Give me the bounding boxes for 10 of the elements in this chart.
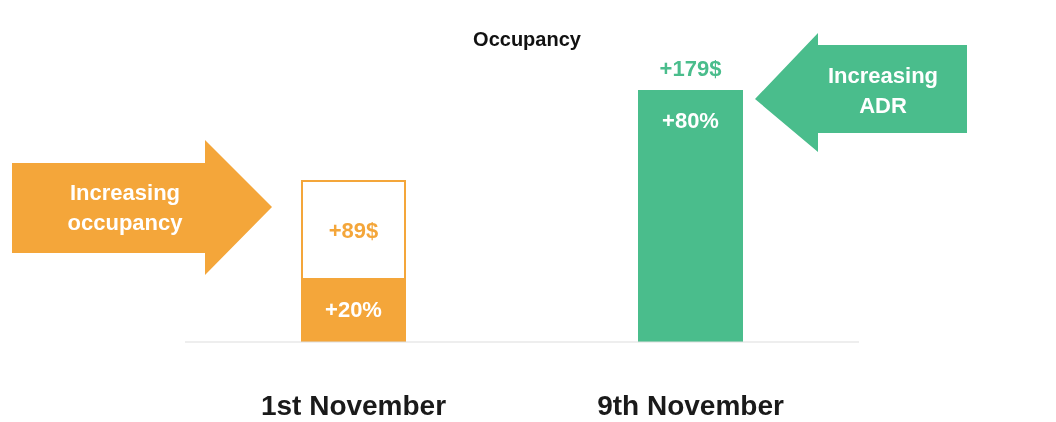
data-label: +20% xyxy=(325,297,382,322)
x-tick-label: 9th November xyxy=(597,389,784,421)
annotation: +89$ xyxy=(328,218,379,243)
chart-title: Occupancy xyxy=(473,28,582,50)
arrow-icon: Increasing ADR xyxy=(755,33,967,152)
annotation: +179$ xyxy=(659,56,722,81)
x-tick-label: 1st November xyxy=(260,389,447,421)
arrow-icon: Increasing occupancy xyxy=(12,140,272,275)
data-label: +80% xyxy=(662,108,719,133)
annotation: Increasing ADR xyxy=(827,63,939,118)
